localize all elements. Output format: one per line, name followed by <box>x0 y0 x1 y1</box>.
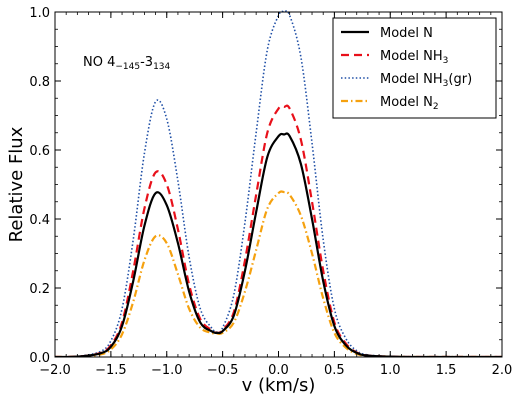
legend-label-base: Model NH <box>380 49 443 64</box>
x-tick-label: −2.0 <box>39 363 71 378</box>
legend-label: Model NH3​ <box>380 49 448 66</box>
legend-label-suffix: (gr) <box>448 72 472 87</box>
series-line-model-n <box>55 132 502 357</box>
x-tick-label: 0.0 <box>268 363 289 378</box>
x-tick-label: 1.5 <box>436 363 457 378</box>
legend-label-sub: 3 <box>443 56 449 66</box>
x-axis-title: v (km/s) <box>242 375 316 396</box>
x-tick-label: −1.5 <box>95 363 127 378</box>
series-line-model-nh3-gr- <box>55 10 502 357</box>
line-annotation: NO 4−145-3134 <box>83 55 171 72</box>
y-tick-label: 1.0 <box>29 6 50 21</box>
y-tick-label: 0.0 <box>29 351 50 366</box>
y-tick-label: 0.4 <box>29 213 50 228</box>
legend-label-base: Model NH <box>380 72 443 87</box>
y-tick-label: 0.8 <box>29 75 50 90</box>
legend-label-base: Model N <box>380 95 433 110</box>
x-tick-label: −1.0 <box>151 363 183 378</box>
annotation-main: NO 4 <box>83 55 115 70</box>
legend-label: Model NH3(gr) <box>380 72 472 89</box>
y-axis-title: Relative Flux <box>6 126 27 242</box>
x-tick-label: 1.0 <box>380 363 401 378</box>
legend-label-base: Model N <box>380 26 433 41</box>
legend-label-sub: 3 <box>443 79 449 89</box>
legend-label-sub: 2 <box>433 102 439 112</box>
series-line-model-nh3 <box>55 104 502 357</box>
x-tick-label: −0.5 <box>207 363 239 378</box>
series-layer <box>55 10 502 357</box>
annotation-mid: -3 <box>140 55 153 70</box>
series-line-model-n2 <box>55 190 502 357</box>
legend-label: Model N <box>380 26 433 41</box>
ticks-layer: −2.0 −1.5 −1.0 −0.5 0.0 0.5 1.0 1.5 2.0 0.0 0.2 0.4… <box>29 6 512 378</box>
x-tick-label: 2.0 <box>492 363 513 378</box>
legend-label: Model N2​ <box>380 95 439 112</box>
annotation-sub1: −145 <box>115 62 140 72</box>
annotation-sub2: 134 <box>153 62 170 72</box>
y-tick-label: 0.6 <box>29 144 50 159</box>
y-tick-label: 0.2 <box>29 282 50 297</box>
x-tick-label: 0.5 <box>324 363 345 378</box>
